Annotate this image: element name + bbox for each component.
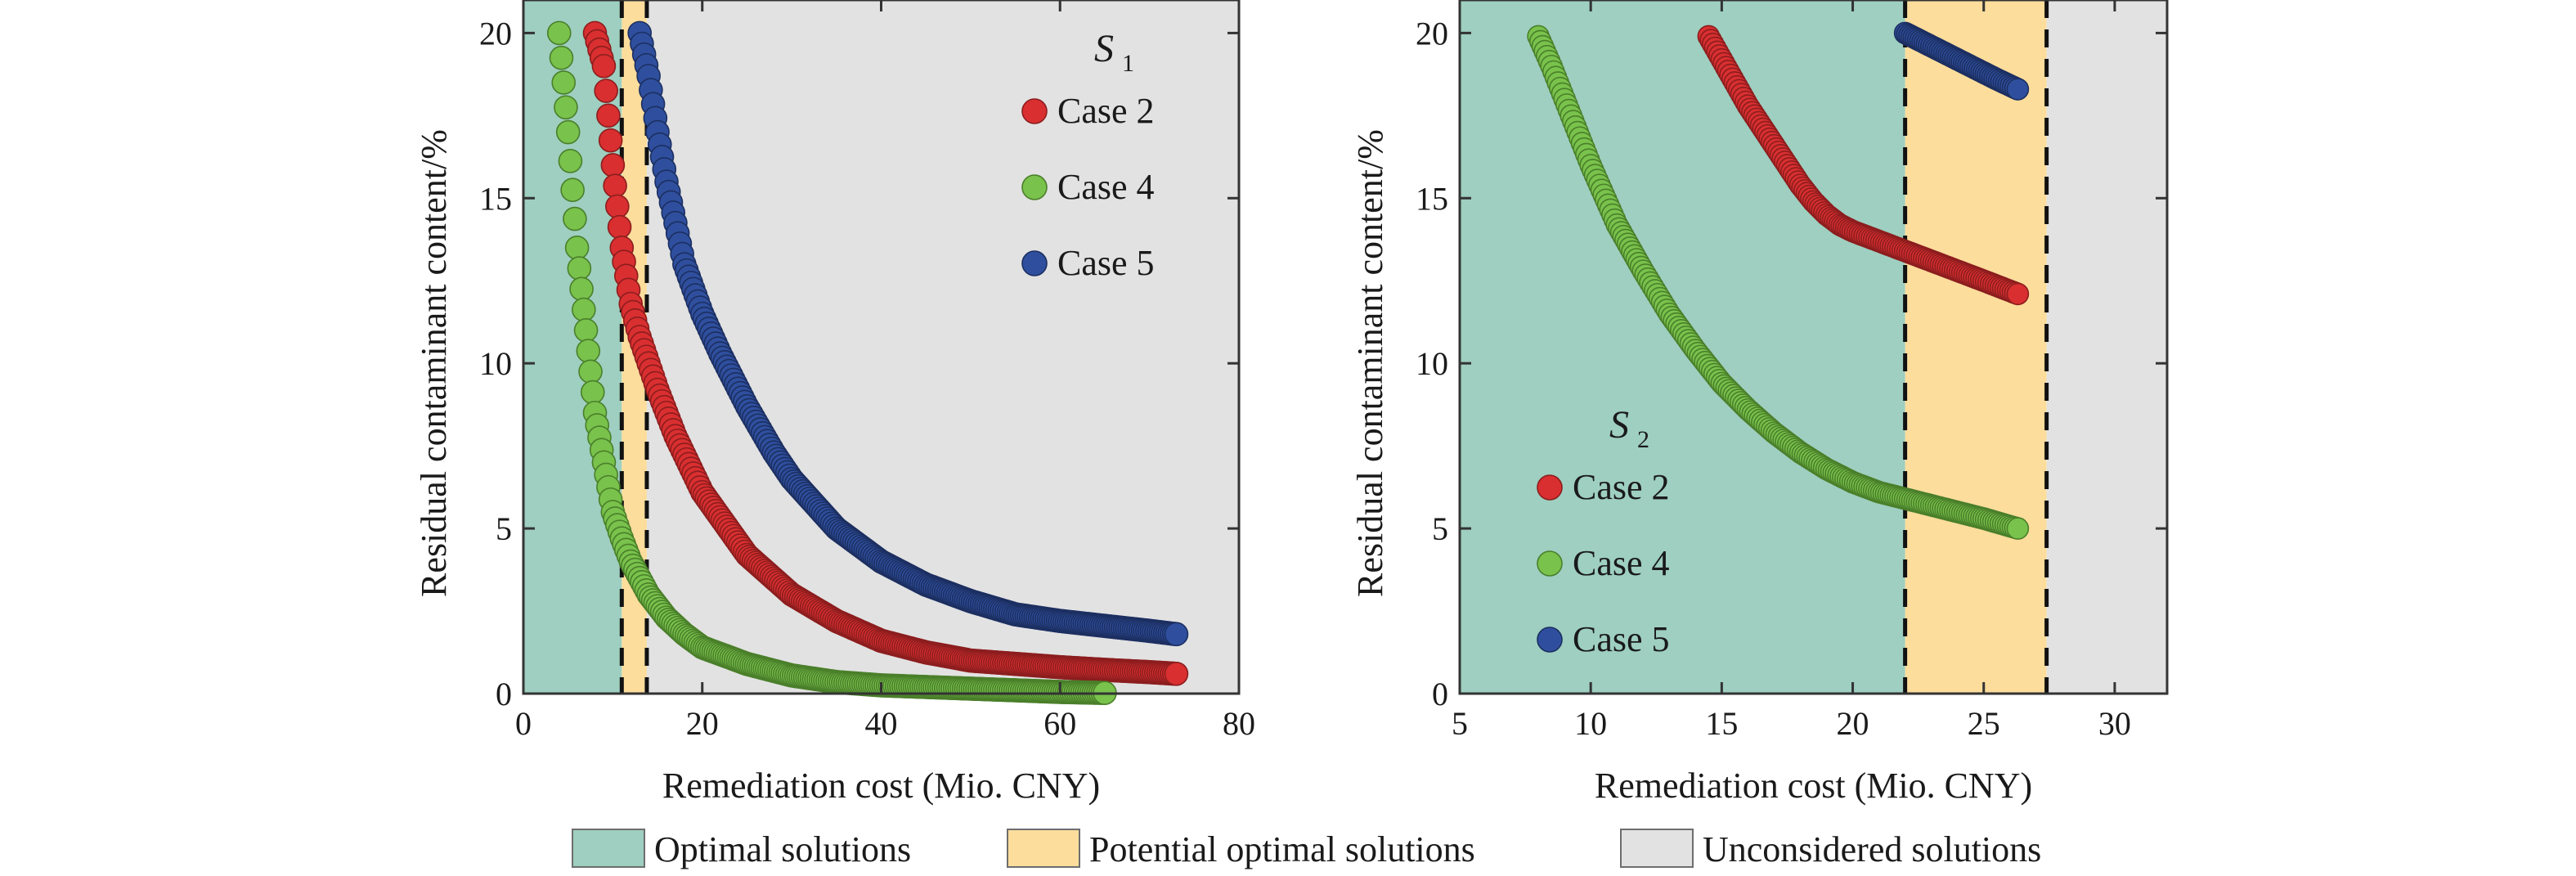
legend-swatch-optimal — [572, 829, 645, 868]
legend-marker — [1021, 250, 1048, 276]
legend-label-potential: Potential optimal solutions — [1089, 829, 1475, 869]
data-point — [576, 339, 601, 363]
data-point — [607, 214, 632, 240]
y-tick-label: 10 — [1416, 345, 1448, 382]
legend: S 1 Case 2 Case 4 Case 5 — [1021, 27, 1155, 283]
x-tick-label: 30 — [2098, 705, 2131, 742]
panel-label: S — [1609, 403, 1629, 447]
data-point — [578, 359, 603, 384]
x-tick-label: 15 — [1705, 705, 1738, 742]
x-tick-label: 80 — [1223, 705, 1255, 742]
data-point — [598, 128, 623, 153]
data-point — [591, 53, 617, 79]
x-tick-label: 40 — [865, 705, 898, 742]
data-point — [564, 236, 590, 260]
data-point — [594, 79, 618, 103]
x-axis-title: Remediation cost (Mio. CNY) — [662, 766, 1100, 806]
data-point — [573, 318, 599, 343]
y-tick-label: 10 — [479, 345, 512, 382]
plot-frame — [1458, 0, 2169, 695]
data-point — [603, 173, 627, 198]
legend-label: Case 2 — [1573, 467, 1670, 507]
data-point — [2006, 517, 2030, 540]
panel-label: S — [1094, 27, 1114, 70]
data-point — [549, 45, 574, 70]
legend: S 2 Case 2 Case 4 Case 5 — [1537, 403, 1670, 659]
y-tick-label: 20 — [1416, 15, 1448, 52]
legend-marker — [1021, 98, 1048, 124]
x-tick-label: 10 — [1574, 705, 1607, 742]
region-legend: Optimal solutions Potential optimal solu… — [572, 829, 2041, 869]
series-case-5 — [627, 20, 1189, 647]
data-point — [554, 95, 578, 120]
data-point — [2006, 282, 2030, 306]
y-tick-label: 0 — [1432, 676, 1448, 712]
data-point — [551, 70, 577, 95]
x-tick-label: 20 — [686, 705, 719, 742]
series-case-2 — [582, 20, 1189, 686]
legend-label-unconsidered: Unconsidered solutions — [1703, 829, 2041, 869]
legend-label: Case 4 — [1057, 167, 1155, 207]
x-tick-label: 0 — [515, 705, 532, 742]
series-case-2 — [1697, 25, 2030, 306]
legend-marker — [1537, 627, 1563, 653]
legend-label: Case 5 — [1057, 243, 1155, 283]
y-tick-label: 20 — [479, 15, 512, 52]
region-unconsidered — [2046, 0, 2167, 694]
data-point — [546, 20, 572, 46]
data-point — [555, 119, 581, 145]
legend-label: Case 4 — [1573, 543, 1670, 583]
legend-swatch-unconsidered — [1620, 829, 1694, 868]
data-point — [1164, 661, 1189, 686]
x-tick-label: 5 — [1452, 705, 1468, 742]
series-case-5 — [1893, 21, 2030, 101]
data-point — [600, 153, 626, 177]
legend-swatch-potential — [1007, 829, 1080, 868]
data-point — [558, 149, 583, 173]
region-potential — [1905, 0, 2047, 694]
x-tick-label: 20 — [1837, 705, 1869, 742]
series-case-4 — [1527, 25, 2030, 540]
panel-label-subscript: 1 — [1122, 50, 1134, 77]
y-tick-label: 5 — [1432, 510, 1448, 547]
data-point — [596, 103, 621, 128]
chart-panel-s1: 0 20 40 60 80 0 5 10 15 20 Remediation cost (Mio. … — [414, 0, 1255, 806]
y-tick-label: 15 — [479, 180, 512, 217]
data-point — [567, 256, 592, 281]
legend-label-optimal: Optimal solutions — [654, 829, 911, 869]
data-point — [2006, 78, 2030, 101]
y-tick-label: 15 — [1416, 180, 1448, 217]
data-point — [572, 297, 596, 322]
data-point — [569, 276, 594, 302]
data-point — [560, 177, 585, 202]
x-tick-label: 60 — [1043, 705, 1076, 742]
legend-label: Case 2 — [1057, 91, 1155, 131]
x-tick-label: 25 — [1968, 705, 2000, 742]
data-point — [1164, 622, 1189, 647]
data-point — [580, 380, 605, 405]
data-point — [605, 194, 630, 219]
y-tick-label: 5 — [496, 510, 512, 547]
y-tick-label: 0 — [496, 676, 512, 712]
x-axis-title: Remediation cost (Mio. CNY) — [1595, 766, 2032, 806]
legend-marker — [1537, 474, 1563, 501]
legend-label: Case 5 — [1573, 619, 1670, 659]
y-axis-title: Residual contaminant content/% — [414, 129, 454, 597]
data-point — [563, 206, 587, 231]
y-axis-title: Residual contaminant content/% — [1350, 129, 1390, 597]
legend-marker — [1537, 550, 1563, 577]
legend-marker — [1021, 174, 1048, 200]
panel-label-subscript: 2 — [1637, 426, 1649, 453]
